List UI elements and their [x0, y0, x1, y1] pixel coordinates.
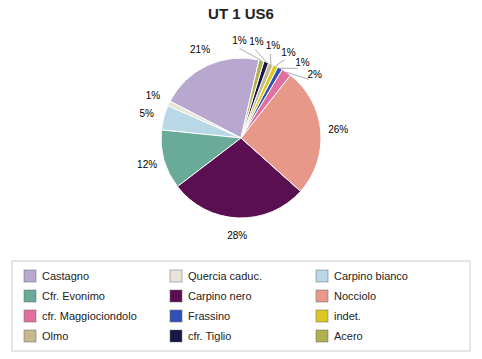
legend-label: Carpino bianco — [334, 270, 408, 282]
legend-swatch — [24, 310, 36, 322]
data-label: 12% — [137, 159, 157, 170]
legend-item: Olmo — [24, 330, 68, 342]
slice — [241, 61, 269, 138]
legend-swatch — [170, 270, 182, 282]
plot-area — [161, 58, 321, 218]
title: UT 1 US6 — [208, 5, 274, 22]
legend-label: Acero — [334, 330, 363, 342]
legend-item: cfr. Maggiociondolo — [24, 310, 137, 322]
chart: UT 1 US621%1%5%12%28%26%2%1%1%1%1%1%Cast… — [0, 0, 482, 359]
legend-item: cfr. Tiglio — [170, 330, 231, 342]
legend: Castagno Quercia caduc. Carpino bianco Cfr.… — [12, 261, 470, 351]
data-label: 21% — [190, 44, 210, 55]
data-label: 1% — [146, 90, 161, 101]
legend-swatch — [316, 310, 328, 322]
legend-swatch — [170, 310, 182, 322]
leader-line — [280, 68, 297, 69]
data-labels: 21%1%5%12%28%26%2%1%1%1%1%1% — [137, 35, 348, 241]
leader-line — [276, 60, 285, 66]
legend-item: Carpino bianco — [316, 270, 408, 282]
data-label: 1% — [281, 47, 296, 58]
legend-swatch — [316, 290, 328, 302]
legend-label: Frassino — [188, 310, 230, 322]
legend-item: Frassino — [170, 310, 230, 322]
legend-item: Carpino nero — [170, 290, 252, 302]
legend-swatch — [24, 290, 36, 302]
legend-item: Nocciolo — [316, 290, 376, 302]
pie — [161, 58, 321, 218]
legend-label: indet. — [334, 310, 361, 322]
legend-swatch — [170, 290, 182, 302]
data-label: 5% — [139, 108, 154, 119]
legend-swatch — [316, 330, 328, 342]
legend-label: Castagno — [42, 270, 89, 282]
legend-swatch — [24, 270, 36, 282]
legend-label: Carpino nero — [188, 290, 252, 302]
data-label: 1% — [266, 40, 281, 51]
leader-line — [240, 48, 262, 60]
leader-line — [286, 72, 308, 79]
legend-label: Cfr. Evonimo — [42, 290, 105, 302]
legend-item: Quercia caduc. — [170, 270, 262, 282]
legend-item: indet. — [316, 310, 361, 322]
data-label: 28% — [227, 230, 247, 241]
legend-label: Quercia caduc. — [188, 270, 262, 282]
legend-label: cfr. Tiglio — [188, 330, 231, 342]
legend-swatch — [170, 330, 182, 342]
data-label: 1% — [232, 35, 247, 46]
slice — [241, 60, 264, 138]
data-label: 1% — [249, 36, 264, 47]
legend-swatch — [24, 330, 36, 342]
legend-label: Nocciolo — [334, 290, 376, 302]
legend-label: cfr. Maggiociondolo — [42, 310, 137, 322]
legend-label: Olmo — [42, 330, 68, 342]
data-label: 26% — [328, 124, 348, 135]
legend-item: Cfr. Evonimo — [24, 290, 105, 302]
leader-line — [270, 53, 272, 63]
data-label: 2% — [308, 69, 323, 80]
data-label: 1% — [295, 57, 310, 68]
legend-box — [12, 261, 470, 351]
legend-swatch — [316, 270, 328, 282]
legend-item: Acero — [316, 330, 363, 342]
legend-item: Castagno — [24, 270, 89, 282]
